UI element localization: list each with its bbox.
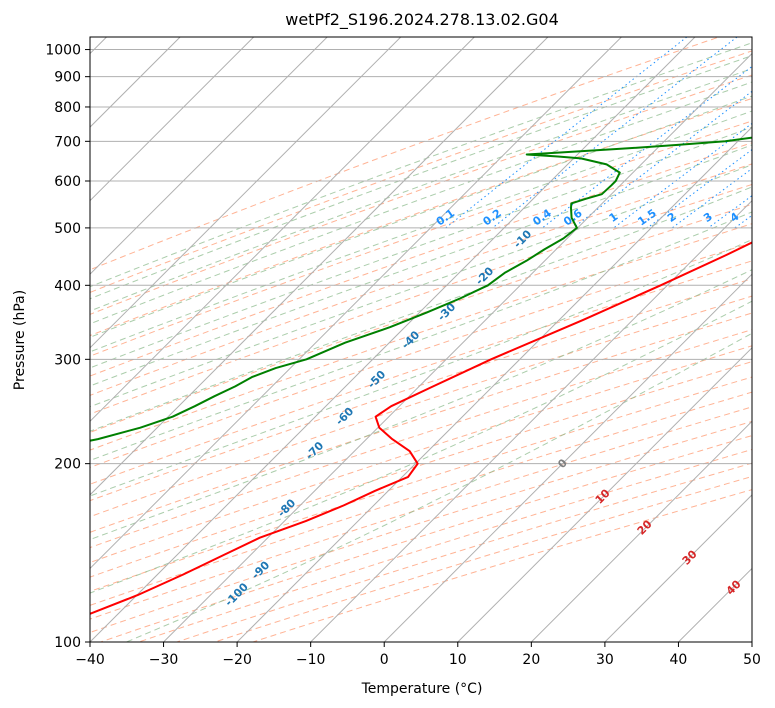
moist-adiabat-line xyxy=(90,239,752,497)
x-axis: −40 −30 −20 −10 0 10 20 30 40 50 xyxy=(75,642,761,668)
isotherm-grid-line xyxy=(90,37,255,202)
dry-adiabats xyxy=(90,37,752,642)
dry-adiabat-line xyxy=(90,74,752,315)
isotherm-grid-line xyxy=(90,37,328,275)
y-tick-label: 800 xyxy=(54,100,81,116)
x-tick-label: 0 xyxy=(380,652,389,668)
mixing-ratio-line xyxy=(445,37,688,229)
y-tick-label: 700 xyxy=(54,134,81,150)
y-axis: 100 200 300 400 500 600 700 800 900 1000 xyxy=(45,43,90,651)
x-tick-label: 50 xyxy=(743,652,761,668)
dry-adiabat-line xyxy=(90,97,752,337)
moist-adiabat-line xyxy=(90,110,752,353)
y-tick-label: 1000 xyxy=(45,43,81,59)
moist-adiabat-line xyxy=(90,269,752,541)
y-tick-label: 500 xyxy=(54,221,81,237)
profile-series xyxy=(90,136,752,615)
dry-adiabat-line xyxy=(90,37,721,271)
x-tick-label: 10 xyxy=(449,652,467,668)
isotherm-grid-line xyxy=(530,420,752,642)
isotherm-grid-line xyxy=(90,37,696,642)
x-tick-label: 40 xyxy=(670,652,688,668)
y-tick-label: 400 xyxy=(54,278,81,294)
isotherm-grid-line xyxy=(457,347,752,642)
y-axis-label: Pressure (hPa) xyxy=(12,290,28,390)
x-tick-label: −20 xyxy=(222,652,252,668)
dry-adiabat-line xyxy=(90,361,752,578)
isotherm-grid-line xyxy=(90,37,475,423)
x-tick-label: −40 xyxy=(75,652,105,668)
isotherm-grid-line xyxy=(90,37,402,349)
y-tick-label: 200 xyxy=(54,457,81,473)
moist-adiabat-line xyxy=(90,55,752,300)
mixing-ratio-lines xyxy=(445,37,752,229)
x-tick-label: 20 xyxy=(522,652,540,668)
moist-adiabats xyxy=(90,42,752,642)
y-tick-label: 100 xyxy=(54,635,81,651)
dry-adiabat-line xyxy=(90,329,752,549)
mixing-ratio-line xyxy=(647,148,752,229)
moist-adiabat-line xyxy=(90,144,752,387)
plot-frame xyxy=(89,36,753,643)
moist-adiabat-line xyxy=(90,186,752,432)
mixing-ratio-line xyxy=(492,37,738,229)
dry-adiabat-line xyxy=(90,376,752,592)
dry-adiabat-line xyxy=(90,183,752,415)
grid-lines xyxy=(90,37,752,642)
x-axis-label: Temperature (°C) xyxy=(361,681,483,697)
temperature-profile-line xyxy=(90,241,752,615)
y-tick-label: 600 xyxy=(54,174,81,190)
y-tick-label: 300 xyxy=(54,352,81,368)
y-tick-label: 900 xyxy=(54,70,81,86)
isotherm-grid-line xyxy=(163,52,752,642)
dry-adiabat-line xyxy=(90,242,752,468)
dewpoint-profile-line xyxy=(90,136,752,442)
chart-title: wetPf2_S196.2024.278.13.02.G04 xyxy=(285,10,559,30)
dry-adiabat-line xyxy=(90,203,752,433)
isotherm-grid-line xyxy=(90,37,549,496)
isotherm-grid-line xyxy=(310,199,752,642)
moist-adiabat-line xyxy=(90,95,752,338)
isotherm-grid-line xyxy=(604,494,752,642)
x-tick-label: −30 xyxy=(149,652,179,668)
x-tick-label: −10 xyxy=(296,652,326,668)
dry-adiabat-line xyxy=(90,295,752,518)
mixing-ratio-line xyxy=(671,167,752,229)
isotherm-grid-line xyxy=(90,37,622,570)
moist-adiabat-line xyxy=(90,81,752,325)
moist-adiabat-line xyxy=(90,68,752,312)
moist-adiabat-line xyxy=(126,332,752,642)
isotherm-grid-line xyxy=(383,273,752,642)
mixing-ratio-line xyxy=(572,90,752,229)
dry-adiabat-line xyxy=(90,278,752,502)
x-tick-label: 30 xyxy=(596,652,614,668)
